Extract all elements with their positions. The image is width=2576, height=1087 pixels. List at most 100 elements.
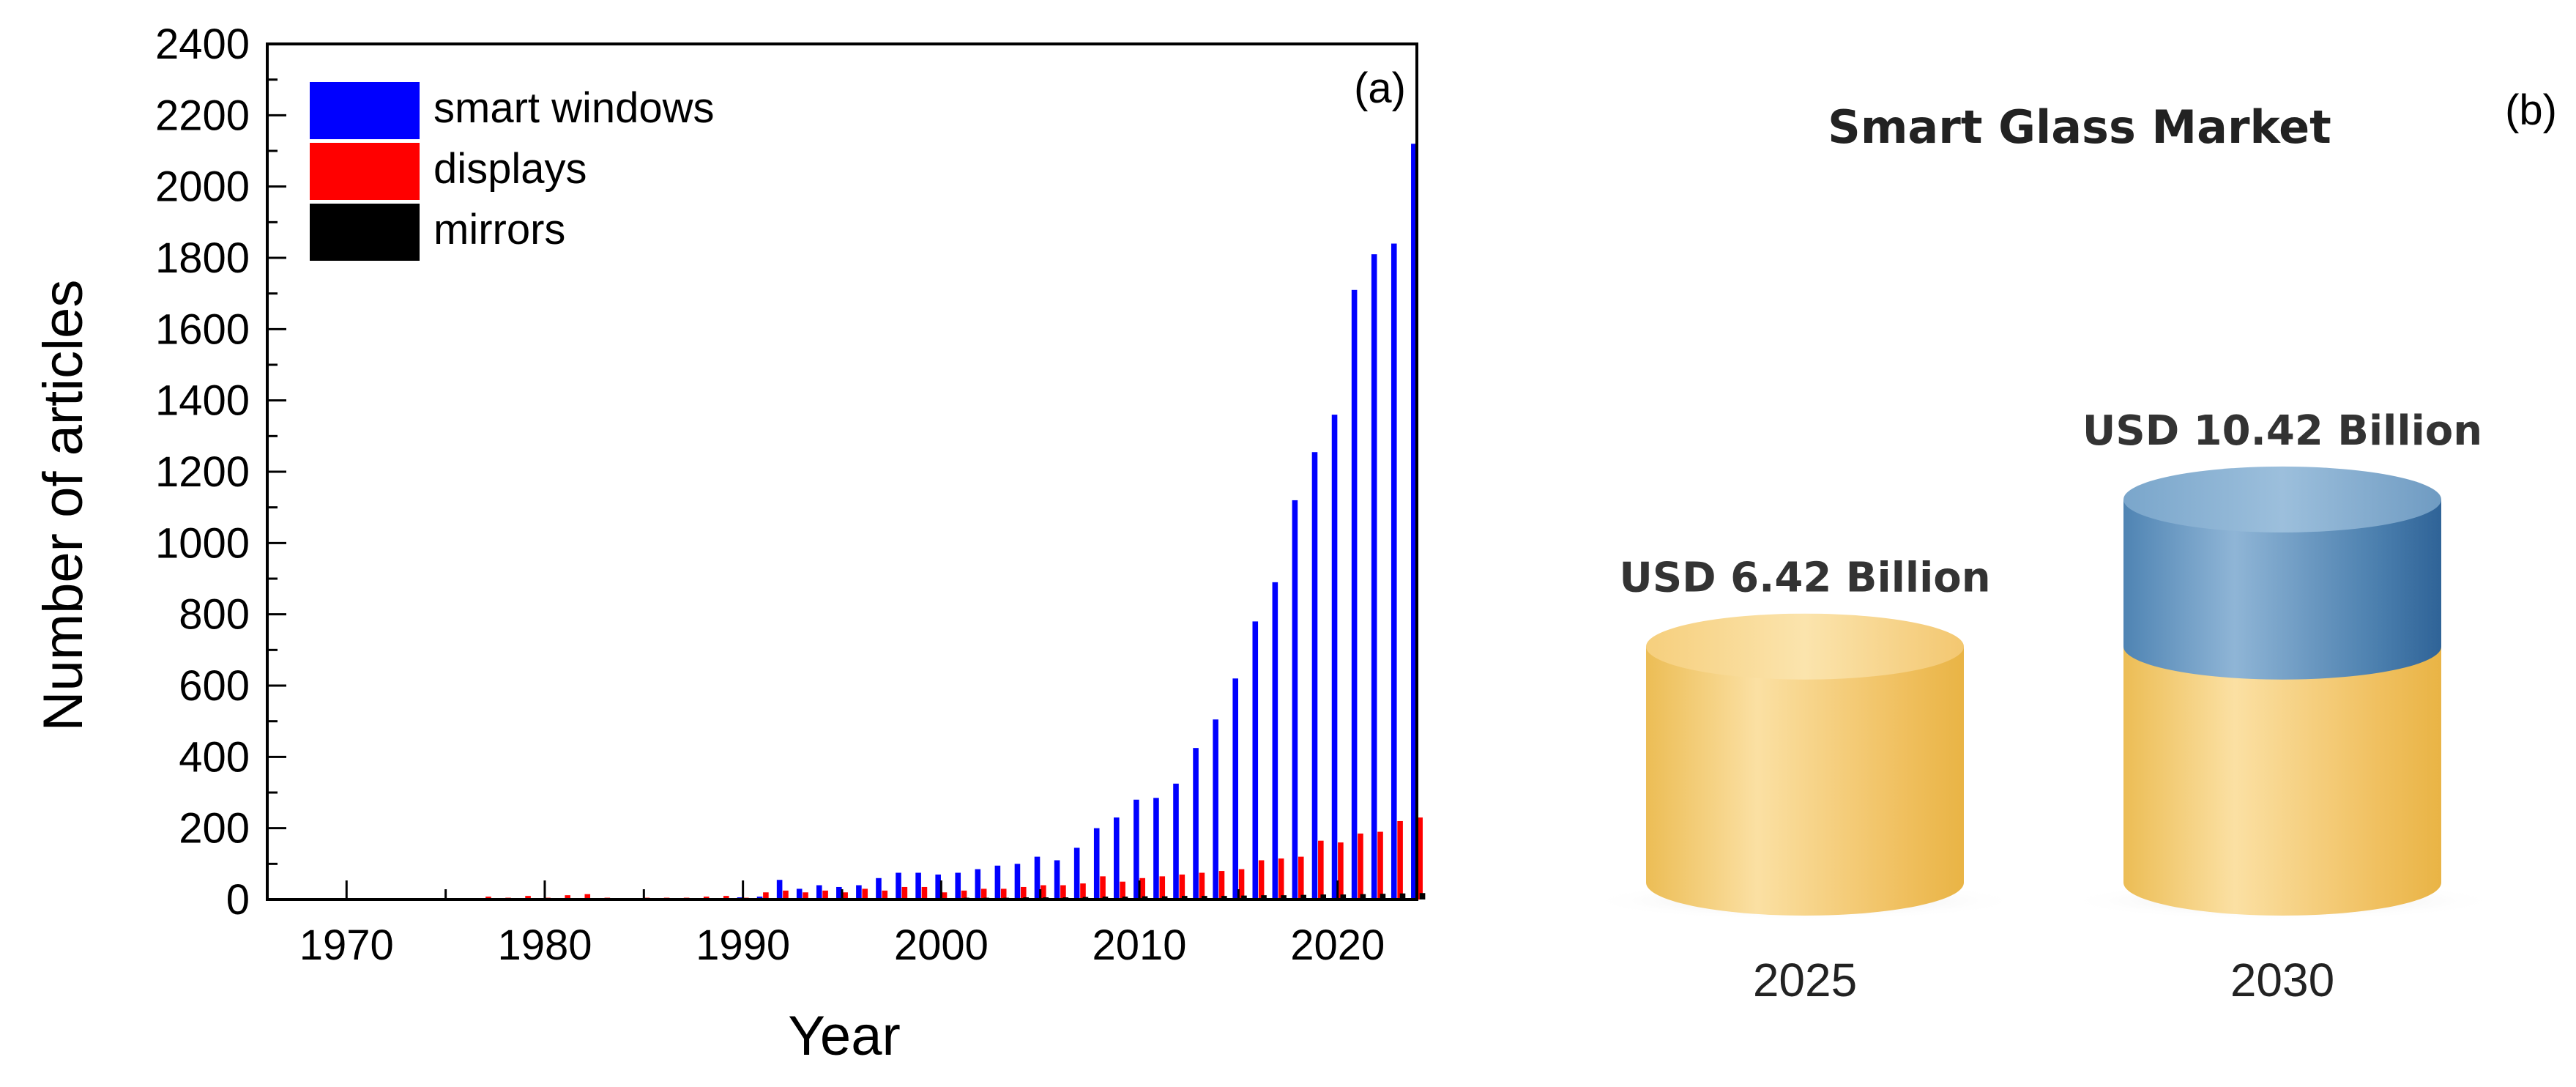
cylinders: USD 6.42 Billion 2025 USD 10.42 Billion 203… [1587,407,2500,1006]
chart-title: Smart Glass Market [1828,100,2331,154]
bar [1311,452,1318,899]
bar [1377,831,1383,899]
panel-label: (b) [2505,86,2557,134]
bar [1173,783,1179,899]
bar [1338,842,1344,899]
bar [1391,243,1397,899]
panel-label: (a) [1354,64,1406,112]
bar [803,892,808,899]
bar [525,896,531,899]
bar [1142,896,1148,899]
x-axis: 1970 1980 1990 2000 2010 2020 [299,880,1385,969]
bar [1331,415,1338,899]
bar [1199,872,1205,899]
bar [1120,881,1125,899]
bar [842,892,848,899]
bar [584,894,591,899]
bar [1281,895,1287,899]
bar [1360,894,1366,899]
legend-label: mirrors [433,206,565,253]
legend-swatch [310,143,420,200]
bar [955,872,961,899]
bar [1054,860,1060,899]
bar [1093,828,1100,899]
panel-b-market-chart: Smart Glass Market (b) USD 6.42 Billion 2… [1587,86,2557,1006]
bar [935,874,941,899]
bars [485,144,1426,900]
bar [1292,500,1298,899]
bar [1193,748,1199,899]
bar [763,892,769,899]
bar [1213,719,1218,899]
legend-label: smart windows [433,84,715,132]
x-tick-label: 1990 [696,921,790,969]
bar [723,896,729,899]
bar [1358,833,1363,899]
y-tick-label: 1200 [155,448,250,496]
bar [921,886,928,899]
bar [1153,798,1159,899]
legend: smart windows displays mirrors [310,82,715,261]
bar [1298,856,1304,899]
bar [1080,883,1086,899]
bar [1399,893,1406,899]
legend-swatch [310,204,420,261]
bar [1159,876,1166,899]
bar [1133,799,1139,899]
bar [1041,885,1046,899]
y-tick-label: 1400 [155,377,250,425]
bar [565,895,570,899]
y-tick-label: 800 [179,591,250,639]
bar [1340,894,1347,899]
bar [816,885,822,899]
bar [1261,895,1267,899]
plot-frame [266,42,1418,901]
y-tick-label: 0 [226,876,250,924]
bar [876,878,882,899]
bar [776,880,783,899]
bar [1014,864,1021,899]
bar [1060,885,1066,899]
bar [901,886,908,899]
cylinder-top [1646,613,1964,680]
bar [1020,886,1027,899]
bar [1252,621,1259,899]
legend-swatch [310,82,420,139]
bar [915,872,921,899]
bar [1238,869,1245,899]
bar [862,888,868,899]
bar [1139,878,1145,899]
y-axis-title: Number of articles [32,280,94,732]
bar [1258,860,1265,899]
y-tick-label: 2400 [155,21,250,68]
bar [1161,896,1168,899]
bar [980,888,987,899]
x-tick-label: 2020 [1290,921,1385,969]
bar [1300,894,1306,899]
category-label: 2030 [2230,954,2334,1006]
bar [1114,817,1120,899]
bar [1000,888,1007,899]
y-tick-label: 1800 [155,234,250,282]
x-tick-label: 1970 [299,921,394,969]
legend-label: displays [433,145,587,193]
bar [1181,896,1188,899]
bar [1278,858,1284,899]
bar [1397,820,1403,899]
bar [1318,840,1324,899]
bar [836,886,842,899]
bar [1419,893,1426,899]
bar [783,890,789,899]
cylinder-growth-segment [2123,499,2441,680]
y-tick-label: 1000 [155,519,250,567]
bar [1411,144,1417,900]
x-axis-title: Year [788,1005,901,1067]
y-tick-label: 200 [179,805,250,853]
bar [1320,894,1327,899]
bar [796,888,803,899]
bar [1073,847,1080,899]
bar [1100,876,1106,899]
cylinder-base-segment [1646,646,1964,916]
y-tick-label: 1600 [155,305,250,353]
